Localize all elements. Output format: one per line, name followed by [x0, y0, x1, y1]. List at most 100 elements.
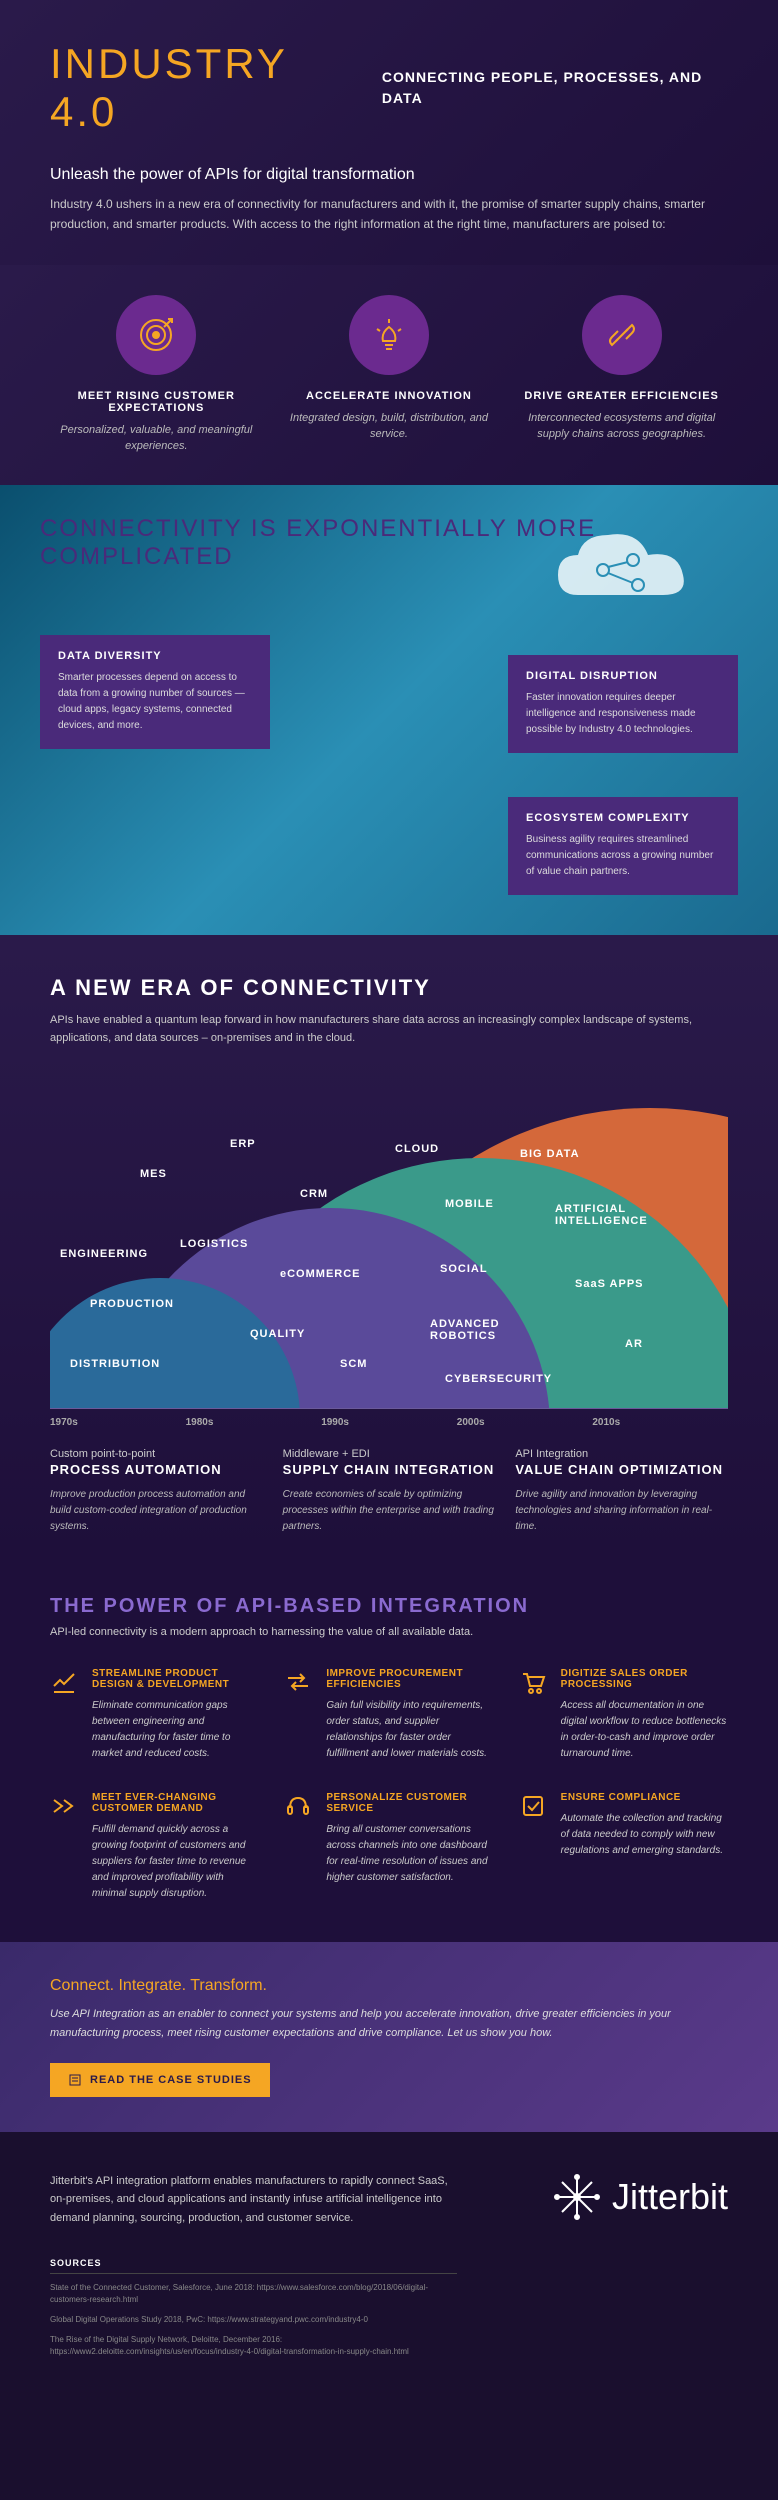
forward-icon: [50, 1792, 80, 1822]
bulb-icon: [349, 295, 429, 375]
api-item-desc: Eliminate communication gaps between eng…: [92, 1698, 259, 1762]
box-text: Business agility requires streamlined co…: [526, 832, 720, 880]
icon-block: ACCELERATE INNOVATION Integrated design,…: [284, 295, 493, 455]
api-item: ENSURE COMPLIANCEAutomate the collection…: [519, 1792, 728, 1902]
arcs-chart: ENGINEERING PRODUCTION DISTRIBUTION MES …: [50, 1068, 728, 1408]
icon-title: DRIVE GREATER EFFICIENCIES: [517, 390, 726, 402]
arc-label: CRM: [300, 1188, 328, 1200]
logo-text: Jitterbit: [612, 2176, 728, 2218]
arc-label: MOBILE: [445, 1198, 494, 1210]
link-icon: [582, 295, 662, 375]
arc-label: LOGISTICS: [180, 1238, 248, 1250]
header-section: INDUSTRY 4.0 CONNECTING PEOPLE, PROCESSE…: [0, 0, 778, 265]
icons-row: MEET RISING CUSTOMER EXPECTATIONS Person…: [0, 265, 778, 485]
arc-label: DISTRIBUTION: [70, 1358, 160, 1370]
api-item-title: STREAMLINE PRODUCT DESIGN & DEVELOPMENT: [92, 1668, 259, 1690]
source: State of the Connected Customer, Salesfo…: [50, 2282, 457, 2306]
icon-block: DRIVE GREATER EFFICIENCIES Interconnecte…: [517, 295, 726, 455]
api-grid: STREAMLINE PRODUCT DESIGN & DEVELOPMENT E…: [50, 1668, 728, 1902]
source: Global Digital Operations Study 2018, Pw…: [50, 2314, 457, 2326]
arc-label: SOCIAL: [440, 1263, 488, 1275]
arc-label: CLOUD: [395, 1143, 439, 1155]
timeline-label: 1970s: [50, 1417, 186, 1428]
era-col-desc: Improve production process automation an…: [50, 1487, 263, 1535]
era-columns: Custom point-to-point PROCESS AUTOMATION…: [50, 1448, 728, 1535]
api-title: THE POWER OF API-BASED INTEGRATION: [50, 1595, 728, 1618]
api-intro: API-led connectivity is a modern approac…: [50, 1626, 728, 1638]
arc-label: ERP: [230, 1138, 256, 1150]
box-title: ECOSYSTEM COMPLEXITY: [526, 812, 720, 824]
icon-title: ACCELERATE INNOVATION: [284, 390, 493, 402]
info-box: DATA DIVERSITY Smarter processes depend …: [40, 635, 270, 749]
arc-label: ARTIFICIAL INTELLIGENCE: [555, 1203, 655, 1227]
arc-label: SCM: [340, 1358, 367, 1370]
era-col-sub: API Integration: [515, 1448, 728, 1460]
connectivity-section: CONNECTIVITY IS EXPONENTIALLY MORE COMPL…: [0, 485, 778, 935]
main-title: INDUSTRY 4.0: [50, 40, 352, 136]
api-item-desc: Access all documentation in one digital …: [561, 1698, 728, 1762]
api-item-title: PERSONALIZE CUSTOMER SERVICE: [326, 1792, 493, 1814]
check-icon: [519, 1792, 549, 1822]
era-section: A NEW ERA OF CONNECTIVITY APIs have enab…: [0, 935, 778, 1555]
arc-label: PRODUCTION: [90, 1298, 174, 1310]
arc-label: BIG DATA: [520, 1148, 580, 1160]
api-item: MEET EVER-CHANGING CUSTOMER DEMAND Fulfil…: [50, 1792, 259, 1902]
source: The Rise of the Digital Supply Network, …: [50, 2334, 457, 2358]
arc-label: QUALITY: [250, 1328, 305, 1340]
box-title: DIGITAL DISRUPTION: [526, 670, 720, 682]
api-item-desc: Automate the collection and tracking of …: [561, 1811, 728, 1859]
cta-title: Connect. Integrate. Transform.: [50, 1977, 728, 1995]
sources-title: SOURCES: [50, 2258, 457, 2274]
api-item-title: MEET EVER-CHANGING CUSTOMER DEMAND: [92, 1792, 259, 1814]
arc-label: ADVANCED ROBOTICS: [430, 1318, 520, 1342]
cart-icon: [519, 1668, 549, 1698]
api-item-desc: Gain full visibility into requirements, …: [326, 1698, 493, 1762]
arc-label: eCOMMERCE: [280, 1268, 361, 1280]
headset-icon: [284, 1792, 314, 1822]
read-case-studies-button[interactable]: READ THE CASE STUDIES: [50, 2063, 270, 2097]
era-col-title: PROCESS AUTOMATION: [50, 1462, 263, 1477]
era-col-title: SUPPLY CHAIN INTEGRATION: [283, 1462, 496, 1477]
era-col-sub: Custom point-to-point: [50, 1448, 263, 1460]
intro-text: Industry 4.0 ushers in a new era of conn…: [50, 194, 728, 235]
api-item-title: IMPROVE PROCUREMENT EFFICIENCIES: [326, 1668, 493, 1690]
api-item: PERSONALIZE CUSTOMER SERVICE Bring all cu…: [284, 1792, 493, 1902]
era-col-desc: Drive agility and innovation by leveragi…: [515, 1487, 728, 1535]
arc-label: SaaS APPS: [575, 1278, 644, 1290]
era-col-desc: Create economies of scale by optimizing …: [283, 1487, 496, 1535]
timeline-label: 2000s: [457, 1417, 593, 1428]
footer-section: Jitterbit's API integration platform ena…: [0, 2132, 778, 2406]
info-box: DIGITAL DISRUPTION Faster innovation req…: [508, 655, 738, 753]
api-item: IMPROVE PROCUREMENT EFFICIENCIES Gain ful…: [284, 1668, 493, 1762]
api-item-title: DIGITIZE SALES ORDER PROCESSING: [561, 1668, 728, 1690]
cloud-icon: [538, 515, 718, 625]
box-title: DATA DIVERSITY: [58, 650, 252, 662]
info-box: ECOSYSTEM COMPLEXITY Business agility re…: [508, 797, 738, 895]
era-col-title: VALUE CHAIN OPTIMIZATION: [515, 1462, 728, 1477]
icon-title: MEET RISING CUSTOMER EXPECTATIONS: [52, 390, 261, 414]
era-title: A NEW ERA OF CONNECTIVITY: [50, 975, 728, 1001]
timeline-label: 1980s: [186, 1417, 322, 1428]
icon-desc: Interconnected ecosystems and digital su…: [517, 410, 726, 443]
era-intro: APIs have enabled a quantum leap forward…: [50, 1011, 728, 1048]
intro-heading: Unleash the power of APIs for digital tr…: [50, 166, 728, 184]
logo-icon: [552, 2172, 602, 2222]
box-text: Faster innovation requires deeper intell…: [526, 690, 720, 738]
era-col: Middleware + EDI SUPPLY CHAIN INTEGRATIO…: [283, 1448, 496, 1535]
arrows-icon: [284, 1668, 314, 1698]
cta-text: Use API Integration as an enabler to con…: [50, 2005, 728, 2042]
api-item-desc: Fulfill demand quickly across a growing …: [92, 1822, 259, 1902]
box-text: Smarter processes depend on access to da…: [58, 670, 252, 734]
icon-desc: Personalized, valuable, and meaningful e…: [52, 422, 261, 455]
timeline: 1970s 1980s 1990s 2000s 2010s: [50, 1408, 728, 1428]
api-item: DIGITIZE SALES ORDER PROCESSING Access al…: [519, 1668, 728, 1762]
era-col: Custom point-to-point PROCESS AUTOMATION…: [50, 1448, 263, 1535]
api-item-desc: Bring all customer conversations across …: [326, 1822, 493, 1886]
timeline-label: 1990s: [321, 1417, 457, 1428]
era-col-sub: Middleware + EDI: [283, 1448, 496, 1460]
cta-section: Connect. Integrate. Transform. Use API I…: [0, 1942, 778, 2131]
api-section: THE POWER OF API-BASED INTEGRATION API-l…: [0, 1555, 778, 1942]
era-col: API Integration VALUE CHAIN OPTIMIZATION…: [515, 1448, 728, 1535]
arc-label: ENGINEERING: [60, 1248, 148, 1260]
jitterbit-logo: Jitterbit: [552, 2172, 728, 2222]
